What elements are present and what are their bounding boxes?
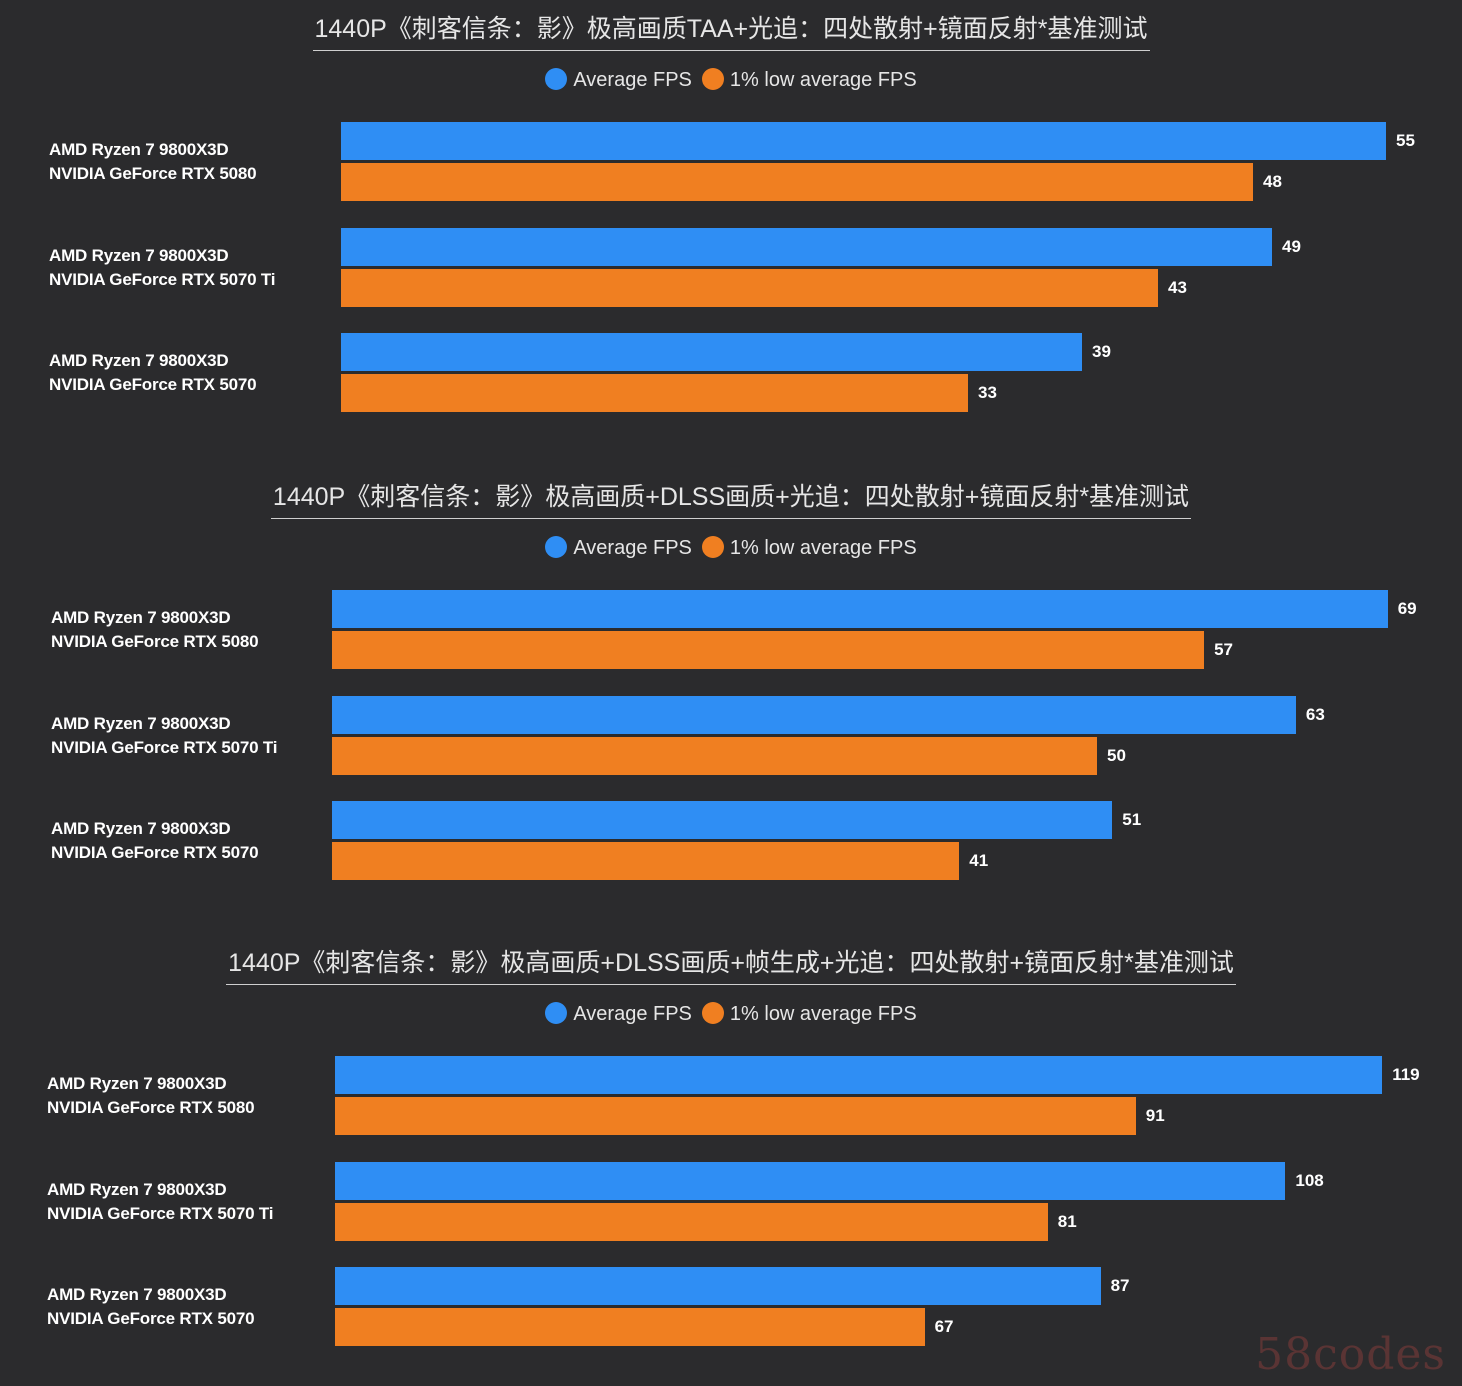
bar-average-fps[interactable] bbox=[332, 695, 1296, 734]
data-label: 39 bbox=[1092, 342, 1111, 361]
chart-title: 1440P《刺客信条：影》极高画质+DLSS画质+光追：四处散射+镜面反射*基准… bbox=[0, 480, 1462, 519]
legend-label: 1% low average FPS bbox=[729, 1003, 917, 1025]
category-label: AMD Ryzen 7 9800X3D NVIDIA GeForce RTX 50… bbox=[47, 1072, 255, 1120]
data-label: 119 bbox=[1392, 1065, 1420, 1084]
bar-low-fps[interactable] bbox=[332, 631, 1205, 669]
chart-title: 1440P《刺客信条：影》极高画质+DLSS画质+帧生成+光追：四处散射+镜面反… bbox=[0, 946, 1462, 985]
category-label-line: NVIDIA GeForce RTX 5070 bbox=[49, 375, 257, 394]
category-label-line: AMD Ryzen 7 9800X3D bbox=[51, 819, 231, 838]
data-label: 57 bbox=[1214, 640, 1234, 659]
category-label-line: AMD Ryzen 7 9800X3D bbox=[47, 1074, 227, 1093]
category-label: AMD Ryzen 7 9800X3D NVIDIA GeForce RTX 50… bbox=[47, 1178, 273, 1226]
category-label-line: AMD Ryzen 7 9800X3D bbox=[49, 351, 229, 370]
bar-average-fps[interactable] bbox=[341, 122, 1386, 160]
chart-legend: Average FPS 1% low average FPS bbox=[0, 68, 1462, 92]
bar-low-fps[interactable] bbox=[335, 1097, 1136, 1135]
bar-low-fps[interactable] bbox=[335, 1202, 1048, 1241]
bar-low-fps[interactable] bbox=[335, 1308, 925, 1346]
legend-dot-icon bbox=[545, 536, 568, 558]
category-label-line: NVIDIA GeForce RTX 5070 bbox=[47, 1309, 255, 1328]
data-label: 43 bbox=[1168, 277, 1187, 297]
legend-item-low[interactable]: 1% low average FPS bbox=[701, 68, 917, 92]
category-label-line: NVIDIA GeForce RTX 5070 Ti bbox=[49, 269, 276, 289]
legend-item-average[interactable]: Average FPS bbox=[545, 68, 692, 92]
legend-dot-icon bbox=[545, 1002, 568, 1024]
data-label: 69 bbox=[1397, 599, 1417, 618]
data-label: 51 bbox=[1122, 810, 1142, 829]
legend-label: Average FPS bbox=[573, 69, 692, 91]
legend-dot-icon bbox=[701, 1002, 724, 1024]
category-label: AMD Ryzen 7 9800X3D NVIDIA GeForce RTX 50… bbox=[51, 712, 277, 760]
chart-title: 1440P《刺客信条：影》极高画质TAA+光追：四处散射+镜面反射*基准测试 bbox=[0, 12, 1462, 51]
legend-dot-icon bbox=[701, 68, 724, 90]
chart-legend: Average FPS 1% low average FPS bbox=[0, 536, 1462, 560]
category-label: AMD Ryzen 7 9800X3D NVIDIA GeForce RTX 50… bbox=[49, 349, 257, 397]
category-label-line: NVIDIA GeForce RTX 5080 bbox=[47, 1098, 255, 1117]
category-label: AMD Ryzen 7 9800X3D NVIDIA GeForce RTX 50… bbox=[51, 606, 259, 654]
chart-legend: Average FPS 1% low average FPS bbox=[0, 1002, 1462, 1026]
bar-average-fps[interactable] bbox=[341, 333, 1082, 371]
bar-low-fps[interactable] bbox=[341, 268, 1158, 307]
category-label-line: AMD Ryzen 7 9800X3D bbox=[47, 1179, 227, 1199]
legend-item-low[interactable]: 1% low average FPS bbox=[701, 1002, 917, 1026]
chart-title-text: 1440P《刺客信条：影》极高画质+DLSS画质+帧生成+光追：四处散射+镜面反… bbox=[226, 946, 1236, 985]
bar-average-fps[interactable] bbox=[332, 801, 1113, 839]
data-label: 48 bbox=[1263, 172, 1282, 191]
category-label-line: AMD Ryzen 7 9800X3D bbox=[51, 608, 231, 627]
data-label: 33 bbox=[978, 383, 997, 402]
legend-item-low[interactable]: 1% low average FPS bbox=[701, 536, 917, 560]
category-label-line: NVIDIA GeForce RTX 5070 bbox=[51, 843, 259, 862]
bar-low-fps[interactable] bbox=[341, 374, 968, 412]
category-label-line: AMD Ryzen 7 9800X3D bbox=[49, 140, 229, 159]
data-label: 55 bbox=[1396, 131, 1415, 150]
data-label: 91 bbox=[1145, 1106, 1165, 1125]
category-label: AMD Ryzen 7 9800X3D NVIDIA GeForce RTX 50… bbox=[49, 138, 257, 186]
watermark: 58codes bbox=[1255, 1329, 1446, 1380]
legend-dot-icon bbox=[701, 536, 724, 558]
chart-title-text: 1440P《刺客信条：影》极高画质+DLSS画质+光追：四处散射+镜面反射*基准… bbox=[270, 480, 1192, 519]
category-label: AMD Ryzen 7 9800X3D NVIDIA GeForce RTX 50… bbox=[49, 244, 275, 292]
bar-average-fps[interactable] bbox=[335, 1267, 1101, 1305]
category-label-line: AMD Ryzen 7 9800X3D bbox=[51, 713, 231, 733]
category-label-line: NVIDIA GeForce RTX 5080 bbox=[51, 632, 259, 651]
data-label: 50 bbox=[1107, 745, 1126, 765]
legend-label: 1% low average FPS bbox=[729, 537, 917, 559]
category-label-line: NVIDIA GeForce RTX 5080 bbox=[49, 164, 257, 183]
data-label: 41 bbox=[969, 851, 989, 870]
bar-low-fps[interactable] bbox=[341, 163, 1253, 201]
bar-average-fps[interactable] bbox=[332, 590, 1388, 628]
category-label-line: NVIDIA GeForce RTX 5070 Ti bbox=[47, 1203, 274, 1223]
bar-low-fps[interactable] bbox=[332, 736, 1097, 775]
data-label: 67 bbox=[934, 1317, 954, 1336]
category-label: AMD Ryzen 7 9800X3D NVIDIA GeForce RTX 50… bbox=[51, 817, 259, 865]
bar-low-fps[interactable] bbox=[332, 842, 960, 880]
category-label: AMD Ryzen 7 9800X3D NVIDIA GeForce RTX 50… bbox=[47, 1283, 255, 1331]
bar-average-fps[interactable] bbox=[335, 1161, 1286, 1200]
bar-average-fps[interactable] bbox=[335, 1056, 1383, 1094]
legend-label: Average FPS bbox=[573, 537, 692, 559]
data-label: 63 bbox=[1305, 704, 1325, 724]
legend-item-average[interactable]: Average FPS bbox=[545, 536, 692, 560]
data-label: 108 bbox=[1295, 1170, 1324, 1190]
data-label: 81 bbox=[1057, 1211, 1077, 1231]
data-label: 49 bbox=[1282, 236, 1301, 256]
legend-dot-icon bbox=[545, 68, 568, 90]
data-label: 87 bbox=[1110, 1276, 1130, 1295]
legend-item-average[interactable]: Average FPS bbox=[545, 1002, 692, 1026]
bar-average-fps[interactable] bbox=[341, 227, 1272, 266]
legend-label: Average FPS bbox=[573, 1003, 692, 1025]
category-label-line: AMD Ryzen 7 9800X3D bbox=[47, 1285, 227, 1304]
category-label-line: AMD Ryzen 7 9800X3D bbox=[49, 245, 229, 265]
category-label-line: NVIDIA GeForce RTX 5070 Ti bbox=[51, 737, 278, 757]
legend-label: 1% low average FPS bbox=[729, 69, 917, 91]
chart-title-text: 1440P《刺客信条：影》极高画质TAA+光追：四处散射+镜面反射*基准测试 bbox=[312, 12, 1150, 51]
